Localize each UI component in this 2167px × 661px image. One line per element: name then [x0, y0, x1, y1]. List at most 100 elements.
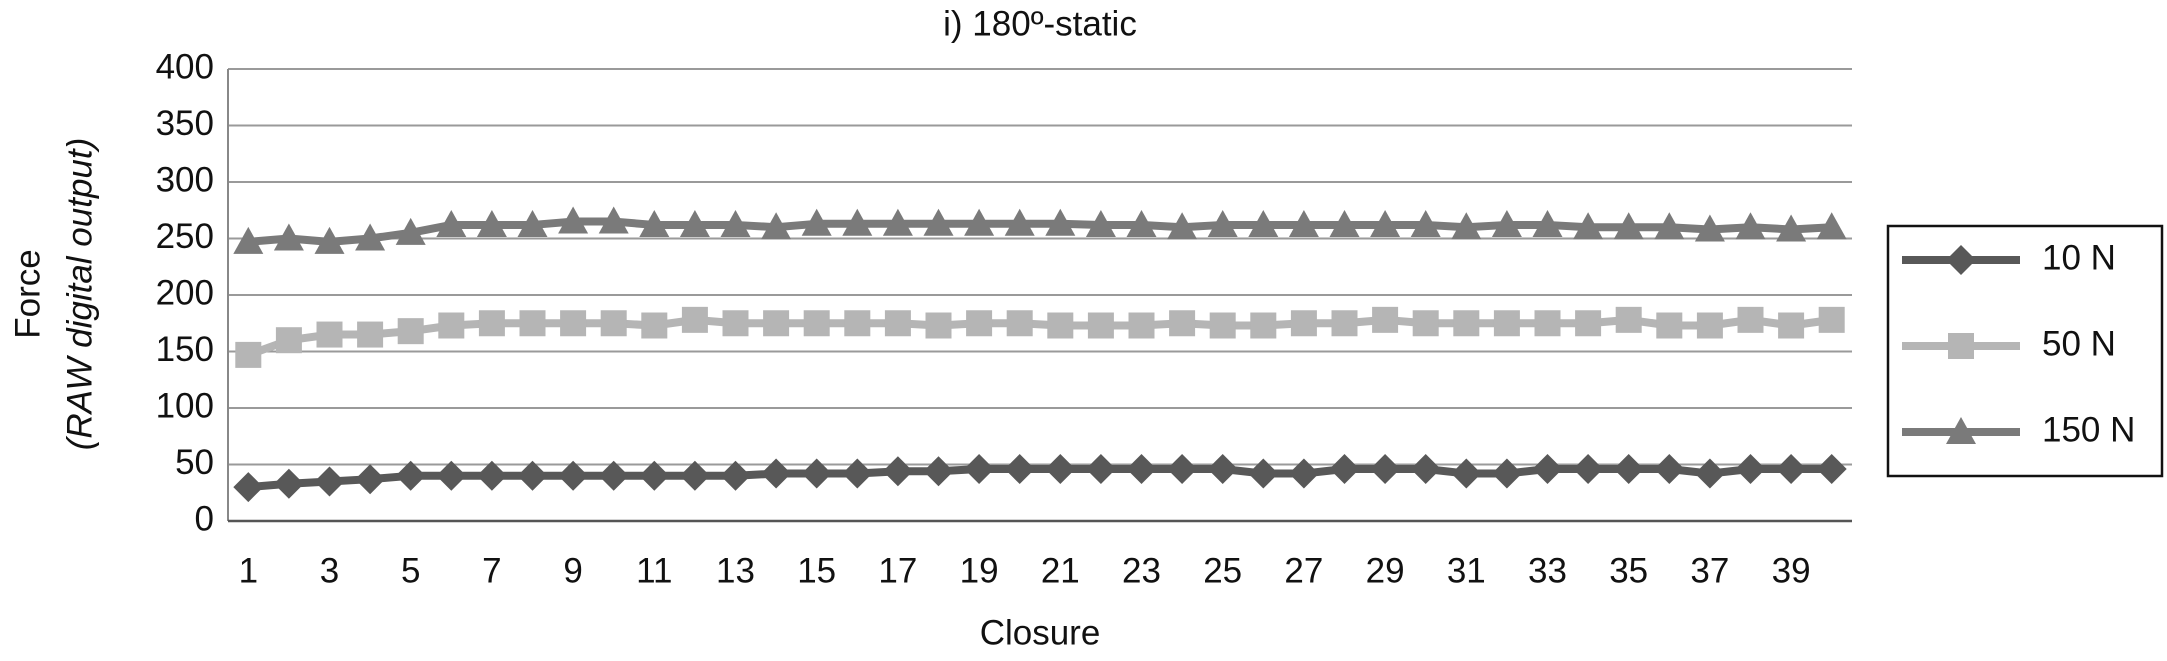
- marker: [639, 209, 670, 237]
- marker: [1128, 312, 1155, 339]
- x-tick-label: 37: [1690, 551, 1729, 590]
- marker: [235, 341, 262, 368]
- marker: [1737, 306, 1764, 333]
- marker: [1331, 310, 1358, 337]
- x-tick-label: 5: [401, 551, 420, 590]
- marker: [355, 464, 386, 495]
- marker: [476, 460, 507, 491]
- marker: [1370, 454, 1401, 485]
- marker: [722, 310, 749, 337]
- legend-label: 10 N: [2042, 238, 2116, 277]
- x-tick-label: 23: [1122, 551, 1161, 590]
- marker: [884, 310, 911, 337]
- marker: [395, 460, 426, 491]
- x-tick-label: 19: [960, 551, 999, 590]
- marker: [1329, 209, 1360, 237]
- marker: [923, 208, 954, 236]
- y-tick-label: 250: [156, 217, 214, 256]
- marker: [681, 306, 708, 333]
- marker: [598, 206, 629, 234]
- marker: [1493, 310, 1520, 337]
- marker: [1575, 310, 1602, 337]
- marker: [1491, 458, 1522, 489]
- y-tick-label: 300: [156, 160, 214, 199]
- marker: [1776, 454, 1807, 485]
- marker: [558, 206, 589, 234]
- marker: [233, 472, 264, 503]
- marker: [844, 310, 871, 337]
- series-line: [247, 217, 1832, 246]
- marker: [314, 466, 345, 497]
- marker: [1085, 454, 1116, 485]
- marker: [842, 458, 873, 489]
- marker: [1169, 310, 1196, 337]
- series-line: [246, 315, 1833, 359]
- marker: [1948, 333, 1974, 359]
- marker: [639, 460, 670, 491]
- marker: [1410, 454, 1441, 485]
- marker: [558, 460, 589, 491]
- chart-title: i) 180º-static: [943, 4, 1137, 43]
- marker: [1167, 212, 1198, 240]
- marker: [1248, 458, 1279, 489]
- y-tick-label: 400: [156, 47, 214, 86]
- marker: [1451, 458, 1482, 489]
- marker: [1004, 208, 1035, 236]
- marker: [1167, 454, 1198, 485]
- marker: [1410, 209, 1441, 237]
- marker: [1329, 454, 1360, 485]
- marker: [1085, 209, 1116, 237]
- marker: [1735, 454, 1766, 485]
- marker: [1290, 310, 1317, 337]
- marker: [1126, 454, 1157, 485]
- marker: [273, 468, 304, 499]
- legend-label: 50 N: [2042, 324, 2116, 363]
- x-tick-label: 35: [1609, 551, 1648, 590]
- y-tick-label: 0: [195, 499, 214, 538]
- x-tick-label: 25: [1203, 551, 1242, 590]
- marker: [517, 209, 548, 237]
- marker: [1453, 310, 1480, 337]
- x-tick-label: 1: [239, 551, 258, 590]
- x-tick-label: 31: [1447, 551, 1486, 590]
- marker: [801, 458, 832, 489]
- marker: [519, 310, 546, 337]
- marker: [1087, 312, 1114, 339]
- marker: [1207, 454, 1238, 485]
- marker: [316, 321, 343, 348]
- y-axis-label: (RAW digital output): [60, 138, 99, 451]
- marker: [273, 223, 304, 251]
- marker: [1778, 312, 1805, 339]
- marker: [641, 312, 668, 339]
- marker: [720, 460, 751, 491]
- legend-label: 150 N: [2042, 410, 2135, 449]
- marker: [763, 310, 790, 337]
- marker: [1250, 312, 1277, 339]
- marker: [1248, 209, 1279, 237]
- marker: [1694, 458, 1725, 489]
- y-tick-label: 200: [156, 273, 214, 312]
- marker: [1288, 209, 1319, 237]
- marker: [803, 310, 830, 337]
- x-tick-label: 3: [320, 551, 339, 590]
- y-tick-label: 150: [156, 330, 214, 369]
- marker: [1946, 245, 1976, 275]
- marker: [600, 310, 627, 337]
- marker: [1573, 454, 1604, 485]
- marker: [1004, 454, 1035, 485]
- marker: [1816, 212, 1847, 240]
- marker: [275, 327, 302, 354]
- marker: [314, 226, 345, 254]
- marker: [1816, 454, 1847, 485]
- series-line: [247, 465, 1832, 492]
- marker: [720, 209, 751, 237]
- marker: [1776, 214, 1807, 242]
- marker: [1654, 212, 1685, 240]
- marker: [761, 458, 792, 489]
- marker: [679, 209, 710, 237]
- marker: [1573, 212, 1604, 240]
- x-tick-label: 17: [878, 551, 917, 590]
- marker: [1654, 454, 1685, 485]
- marker: [1946, 417, 1976, 444]
